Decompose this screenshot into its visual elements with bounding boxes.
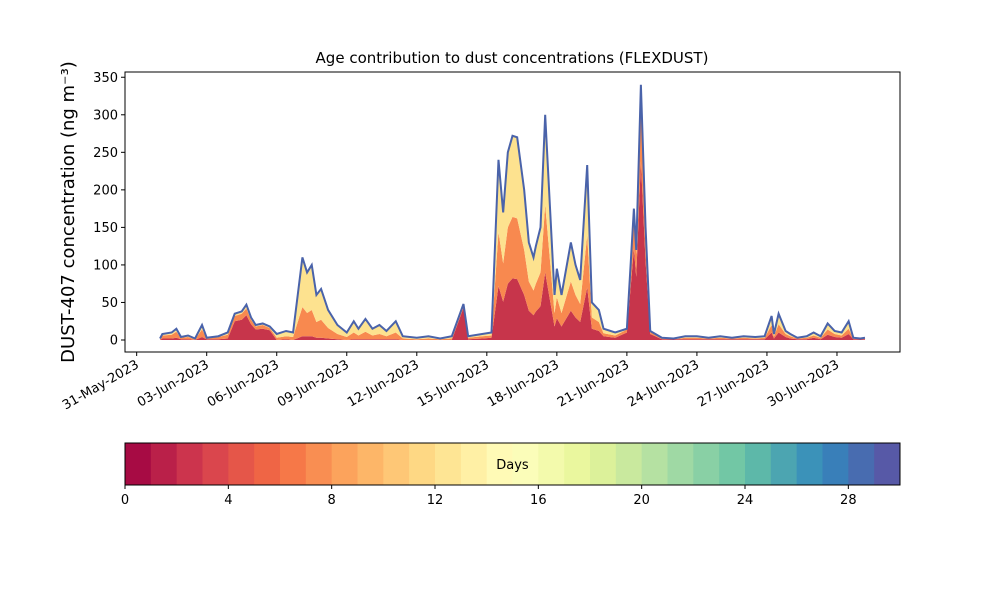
total-line <box>159 84 866 340</box>
colorbar-tick-label: 12 <box>427 493 444 508</box>
colorbar-segment <box>280 443 307 485</box>
colorbar-segment <box>305 443 333 485</box>
colorbar-segment <box>150 443 178 485</box>
y-tick-label: 0 <box>110 333 118 348</box>
colorbar-tick-label: 0 <box>121 493 129 508</box>
colorbar-label: Days <box>496 458 529 473</box>
colorbar-segment <box>848 443 875 485</box>
area-band <box>160 84 865 340</box>
colorbar-segment <box>383 443 410 485</box>
colorbar-segment <box>228 443 255 485</box>
chart-title: Age contribution to dust concentrations … <box>316 49 709 67</box>
colorbar-frame <box>124 442 901 486</box>
colorbar-segment <box>641 443 668 485</box>
colorbar-tick-label: 24 <box>737 493 754 508</box>
y-tick-label: 100 <box>93 258 118 273</box>
colorbar-segment <box>357 443 384 485</box>
colorbar-segment <box>125 443 152 485</box>
area-band <box>160 161 865 340</box>
y-tick-label: 50 <box>101 296 118 311</box>
y-axis-label: DUST-407 concentration (ng m⁻³) <box>58 61 79 363</box>
plot-frame <box>124 71 901 353</box>
colorbar-tick-label: 20 <box>633 493 650 508</box>
y-tick-label: 150 <box>93 221 118 236</box>
y-tick-label: 350 <box>93 71 118 86</box>
colorbar-segment <box>615 443 643 485</box>
y-tick-label: 200 <box>93 183 118 198</box>
colorbar-tick-label: 16 <box>530 493 547 508</box>
colorbar-segment <box>564 443 591 485</box>
colorbar-segment <box>796 443 823 485</box>
colorbar-segment <box>590 443 617 485</box>
colorbar-segment <box>409 443 436 485</box>
colorbar-segment <box>176 443 203 485</box>
colorbar-segment <box>693 443 720 485</box>
colorbar-segment <box>538 443 565 485</box>
y-tick-label: 250 <box>93 146 118 161</box>
colorbar-segment <box>512 443 539 485</box>
colorbar-segment <box>254 443 281 485</box>
colorbar-segment <box>874 443 901 485</box>
colorbar-tick-label: 8 <box>328 493 336 508</box>
colorbar-tick-label: 4 <box>224 493 232 508</box>
colorbar-segment <box>719 443 746 485</box>
colorbar-segment <box>745 443 772 485</box>
colorbar-segment <box>822 443 849 485</box>
colorbar-segment <box>667 443 694 485</box>
area-band <box>160 97 865 340</box>
colorbar-tick-label: 28 <box>840 493 857 508</box>
colorbar-segment <box>435 443 462 485</box>
colorbar-segment <box>770 443 798 485</box>
colorbar-segment <box>331 443 358 485</box>
y-tick-label: 300 <box>93 108 118 123</box>
colorbar-segment <box>460 443 488 485</box>
colorbar-segment <box>486 443 513 485</box>
colorbar-segment <box>202 443 229 485</box>
